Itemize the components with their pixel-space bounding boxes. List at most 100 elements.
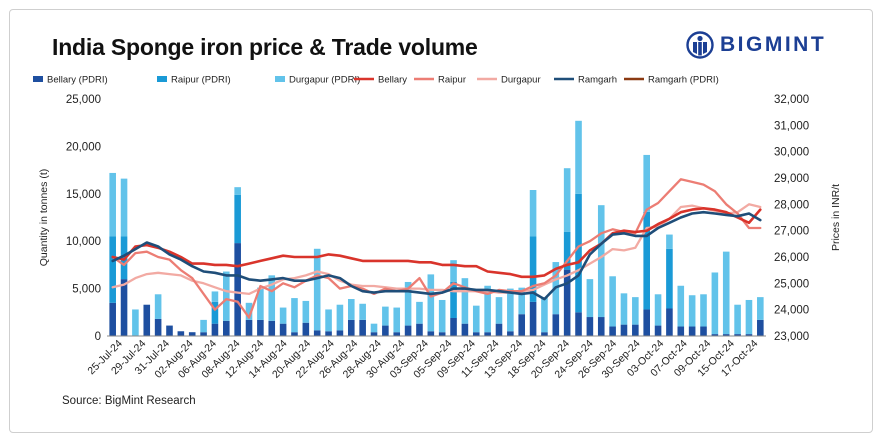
bar-durgapur-pdri bbox=[757, 297, 764, 320]
line-bellary bbox=[111, 207, 762, 279]
bar-durgapur-pdri bbox=[245, 302, 253, 320]
bar-durgapur-pdri bbox=[597, 205, 605, 318]
bar-bellary-pdri bbox=[404, 325, 412, 336]
bar-durgapur-pdri bbox=[370, 323, 378, 333]
bar-bellary-pdri bbox=[257, 319, 264, 336]
bar-durgapur-pdri bbox=[654, 294, 662, 326]
bar-durgapur-pdri bbox=[382, 306, 389, 326]
y2-tick-label: 32,000 bbox=[774, 94, 809, 106]
bar-durgapur-pdri bbox=[347, 299, 355, 320]
bar-bellary-pdri bbox=[529, 301, 537, 336]
legend-swatch bbox=[275, 76, 285, 82]
bar-durgapur-pdri bbox=[393, 307, 401, 333]
bar-durgapur-pdri bbox=[461, 278, 469, 324]
chart-card bbox=[9, 9, 873, 433]
bar-bellary-pdri bbox=[722, 334, 730, 336]
bar-bellary-pdri bbox=[586, 317, 594, 336]
y2-tick-label: 30,000 bbox=[774, 147, 809, 159]
y2-axis-title: Prices in INR/t bbox=[830, 184, 842, 251]
bar-bellary-pdri bbox=[177, 331, 185, 336]
bar-raipur-pdri bbox=[575, 193, 582, 313]
legend-label: Bellary (PDRI) bbox=[47, 75, 108, 86]
bar-durgapur-pdri bbox=[620, 293, 628, 325]
bar-bellary-pdri bbox=[507, 331, 514, 336]
bar-bellary-pdri bbox=[313, 330, 321, 336]
legend-item: Bellary bbox=[354, 75, 407, 86]
chart-title: India Sponge iron price & Trade volume bbox=[52, 34, 478, 60]
y2-tick-label: 26,000 bbox=[774, 252, 809, 264]
bar-bellary-pdri bbox=[597, 317, 605, 336]
bar-durgapur-pdri bbox=[109, 172, 116, 237]
bar-durgapur-pdri bbox=[472, 305, 480, 333]
bar-bellary-pdri bbox=[120, 279, 128, 336]
bar-durgapur-pdri bbox=[450, 260, 457, 282]
bar-bellary-pdri bbox=[427, 331, 435, 336]
bar-bellary-pdri bbox=[188, 332, 196, 336]
legend-label: Durgapur (PDRI) bbox=[289, 75, 360, 86]
bar-durgapur-pdri bbox=[700, 294, 707, 327]
bar-bellary-pdri bbox=[393, 332, 401, 336]
y2-tick-label: 24,000 bbox=[774, 305, 809, 317]
bar-durgapur-pdri bbox=[438, 299, 446, 333]
y2-tick-label: 31,000 bbox=[774, 120, 809, 132]
legend-item: Raipur bbox=[414, 75, 466, 86]
bar-durgapur-pdri bbox=[257, 287, 264, 320]
bar-bellary-pdri bbox=[268, 320, 276, 336]
bar-durgapur-pdri bbox=[211, 291, 219, 302]
bar-durgapur-pdri bbox=[336, 304, 344, 331]
source-note: Source: BigMint Research bbox=[62, 395, 196, 407]
bar-bellary-pdri bbox=[291, 332, 298, 336]
legend-label: Bellary bbox=[378, 75, 407, 86]
axes: 0 5,000 10,000 15,000 20,000 25,000 23,000 24,0… bbox=[38, 94, 842, 381]
bar-bellary-pdri bbox=[757, 319, 764, 336]
bar-durgapur-pdri bbox=[507, 288, 514, 332]
bar-durgapur-pdri bbox=[120, 178, 128, 237]
bar-bellary-pdri bbox=[620, 324, 628, 336]
y-axis-title: Quantity in tonnes (t) bbox=[38, 169, 50, 266]
bar-bellary-pdri bbox=[700, 326, 707, 336]
y-tick-label: 15,000 bbox=[66, 189, 101, 201]
bar-durgapur-pdri bbox=[404, 281, 412, 326]
brand-logo: BIGMINT bbox=[686, 31, 826, 59]
bar-durgapur-pdri bbox=[632, 297, 639, 325]
line-durgapur bbox=[111, 203, 762, 296]
bar-durgapur-pdri bbox=[688, 295, 696, 327]
bar-durgapur-pdri bbox=[666, 234, 673, 249]
bar-bellary-pdri bbox=[347, 319, 355, 336]
bar-bellary-pdri bbox=[279, 323, 287, 336]
bar-bellary-pdri bbox=[234, 243, 241, 336]
bar-bellary-pdri bbox=[382, 325, 389, 336]
bar-bellary-pdri bbox=[461, 323, 469, 336]
bar-durgapur-pdri bbox=[722, 251, 730, 335]
legend-label: Durgapur bbox=[501, 75, 541, 86]
y-tick-label: 5,000 bbox=[72, 284, 101, 296]
y2-tick-label: 29,000 bbox=[774, 173, 809, 185]
legend-label: Ramgarh bbox=[578, 75, 617, 86]
bar-bellary-pdri bbox=[325, 331, 332, 336]
bar-durgapur-pdri bbox=[711, 272, 719, 335]
bar-bellary-pdri bbox=[734, 334, 741, 336]
y2-tick-label: 27,000 bbox=[774, 226, 809, 238]
bar-durgapur-pdri bbox=[609, 276, 616, 327]
bar-durgapur-pdri bbox=[575, 120, 582, 194]
bar-durgapur-pdri bbox=[745, 299, 753, 335]
bar-durgapur-pdri bbox=[302, 300, 310, 323]
bar-layer bbox=[109, 120, 764, 336]
bar-bellary-pdri bbox=[336, 330, 344, 336]
legend-label: Ramgarh (PDRI) bbox=[648, 75, 719, 86]
bar-bellary-pdri bbox=[745, 334, 753, 336]
bar-durgapur-pdri bbox=[291, 298, 298, 333]
bar-durgapur-pdri bbox=[359, 303, 366, 320]
bar-raipur-pdri bbox=[563, 231, 571, 270]
bar-bellary-pdri bbox=[484, 332, 491, 336]
bar-raipur-pdri bbox=[211, 301, 219, 324]
bar-durgapur-pdri bbox=[541, 297, 548, 333]
bar-durgapur-pdri bbox=[677, 285, 685, 327]
bar-bellary-pdri bbox=[495, 323, 503, 336]
bar-durgapur-pdri bbox=[416, 301, 423, 324]
bar-bellary-pdri bbox=[472, 332, 480, 336]
bar-bellary-pdri bbox=[245, 319, 253, 336]
bar-bellary-pdri bbox=[211, 323, 219, 336]
line-raipur bbox=[111, 178, 762, 319]
bar-durgapur-pdri bbox=[563, 168, 571, 232]
